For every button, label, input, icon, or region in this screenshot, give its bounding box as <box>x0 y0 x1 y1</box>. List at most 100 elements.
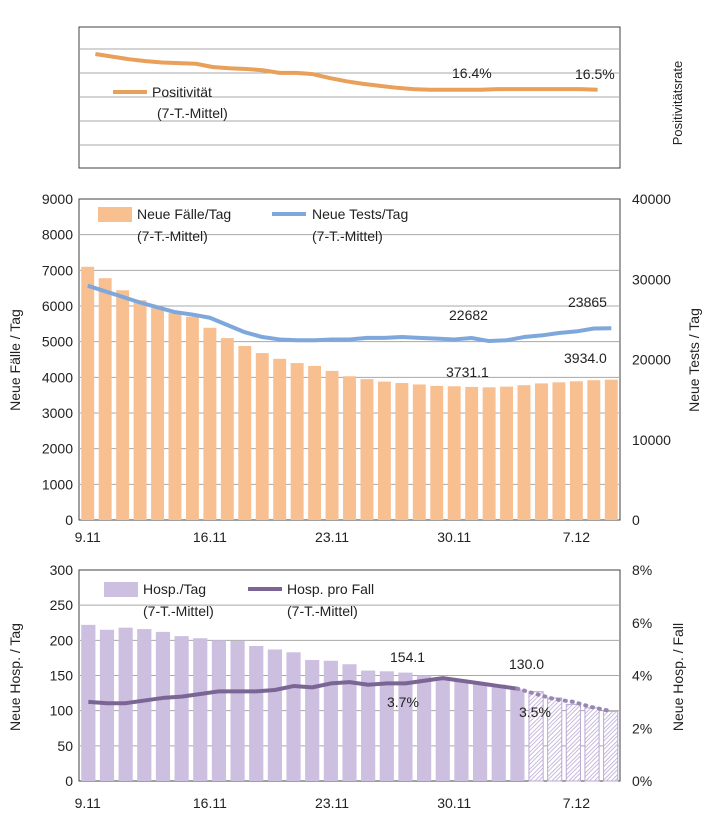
data-label: 16.5% <box>575 66 615 82</box>
bar-neue-faelle <box>168 313 182 520</box>
x-tick-label: 30.11 <box>437 529 471 545</box>
cases-tests-panel: 0 1000 2000 3000 4000 5000 6000 7000 8000 9000 0 10… <box>7 191 702 545</box>
bar-neue-faelle <box>290 363 304 520</box>
bar-neue-faelle <box>552 382 566 520</box>
bar-hosp <box>267 649 282 781</box>
y-axis-label-right: Positivitätsrate <box>670 61 685 146</box>
y-tick-label: 250 <box>50 597 74 613</box>
x-tick-label: 7.12 <box>563 795 590 811</box>
bar-neue-faelle <box>116 290 130 520</box>
bar-hosp <box>472 682 488 781</box>
y2-tick-label: 4% <box>632 668 652 684</box>
bar-neue-faelle <box>500 386 514 520</box>
y2-tick-label: 30000 <box>632 271 671 287</box>
bar-neue-faelle <box>465 386 479 520</box>
y2-tick-label: 2% <box>632 720 652 736</box>
y-tick-label: 0 <box>65 773 73 789</box>
y2-tick-label: 40000 <box>632 191 671 207</box>
bar-hosp-estimated <box>603 710 619 782</box>
y-tick-label: 8000 <box>42 227 73 243</box>
y-tick-label: 7000 <box>42 262 73 278</box>
y-tick-label: 3000 <box>42 405 73 421</box>
y-tick-label: 200 <box>50 632 74 648</box>
bar-hosp <box>137 629 152 781</box>
bar-hosp <box>286 652 301 781</box>
bar-hosp <box>342 664 357 781</box>
legend-label: Neue Tests/Tag <box>312 206 408 222</box>
legend-sublabel: (7-T.-Mittel) <box>137 228 208 244</box>
y2-tick-label: 20000 <box>632 352 671 368</box>
bar-neue-faelle <box>447 386 461 520</box>
bar-neue-faelle <box>81 266 95 520</box>
bar-hosp-estimated <box>565 703 581 782</box>
bar-neue-faelle <box>255 353 269 520</box>
bar-neue-faelle <box>343 376 356 520</box>
bar-hosp <box>379 671 394 781</box>
data-label: 16.4% <box>452 65 492 81</box>
y-axis-label-right: Neue Tests / Tag <box>686 308 702 412</box>
y2-tick-label: 6% <box>632 615 652 631</box>
x-tick-label: 16.11 <box>193 529 227 545</box>
data-label: 3.7% <box>387 694 419 710</box>
bar-hosp <box>174 636 189 781</box>
x-tick-label: 7.12 <box>563 529 590 545</box>
legend-swatch-cases <box>98 207 132 222</box>
bar-neue-faelle <box>133 300 147 520</box>
y-tick-label: 5000 <box>42 334 73 350</box>
y-tick-label: 6000 <box>42 298 73 314</box>
bar-hosp-estimated <box>528 691 544 782</box>
x-tick-label: 23.11 <box>315 795 349 811</box>
series-line-hosp-pro-fall <box>88 676 518 706</box>
data-label: 3934.0 <box>564 350 607 366</box>
data-label: 3.5% <box>519 704 551 720</box>
bar-hosp <box>211 640 227 781</box>
legend-label: Hosp. pro Fall <box>287 581 374 597</box>
y-tick-label: 50 <box>57 738 73 754</box>
bar-hosp <box>305 660 320 781</box>
legend-sublabel: (7-T.-Mittel) <box>143 603 214 619</box>
bar-hosp <box>193 638 208 781</box>
bar-neue-faelle <box>151 308 164 520</box>
bar-neue-faelle <box>220 338 234 520</box>
y2-tick-label: 10000 <box>632 432 671 448</box>
y2-tick-label: 8% <box>632 562 652 578</box>
bar-hosp <box>230 641 245 781</box>
x-tick-label: 9.11 <box>75 529 101 545</box>
data-label: 3731.1 <box>446 364 489 380</box>
bar-neue-faelle <box>308 365 322 520</box>
y2-tick-label: 0 <box>632 512 640 528</box>
series-line-neue-tests <box>87 283 612 344</box>
y-tick-label: 300 <box>50 562 74 578</box>
legend-swatch-hosp <box>104 582 138 597</box>
hospitalization-panel: 0 50 100 150 200 250 300 0% 2% 4% 6% 8% 9.11 16.11 23.… <box>7 562 686 811</box>
bar-neue-faelle <box>203 327 217 520</box>
series-line-positivitaet <box>95 52 598 92</box>
bar-hosp <box>99 629 115 781</box>
y-tick-label: 100 <box>50 703 74 719</box>
bar-hosp <box>435 677 450 781</box>
bar-hosp <box>361 670 376 781</box>
bar-neue-faelle <box>273 358 287 520</box>
x-tick-label: 30.11 <box>437 795 471 811</box>
bar-neue-faelle <box>587 380 601 520</box>
legend-label: Hosp./Tag <box>143 581 206 597</box>
data-label: 154.1 <box>390 649 425 665</box>
bar-hosp <box>454 679 469 781</box>
x-tick-label: 23.11 <box>315 529 349 545</box>
bar-neue-faelle <box>360 379 374 520</box>
y-tick-label: 150 <box>50 668 74 684</box>
x-tick-label: 9.11 <box>75 795 101 811</box>
data-label: 130.0 <box>509 656 544 672</box>
legend-sublabel: (7-T.-Mittel) <box>312 228 383 244</box>
legend-label: Neue Fälle/Tag <box>137 206 231 222</box>
bar-hosp-estimated <box>584 707 600 782</box>
bar-hosp <box>155 631 171 781</box>
bar-hosp <box>417 675 432 781</box>
bar-neue-faelle <box>412 384 426 520</box>
legend-sublabel: (7-T.-Mittel) <box>157 105 228 121</box>
y-tick-label: 9000 <box>42 191 73 207</box>
y2-tick-label: 0% <box>632 773 652 789</box>
y-tick-label: 1000 <box>42 476 73 492</box>
y-axis-label: Neue Fälle / Tag <box>7 309 23 411</box>
positivity-panel: Positivität (7-T.-Mittel) 16.4% 16.5% Positi… <box>78 26 685 169</box>
